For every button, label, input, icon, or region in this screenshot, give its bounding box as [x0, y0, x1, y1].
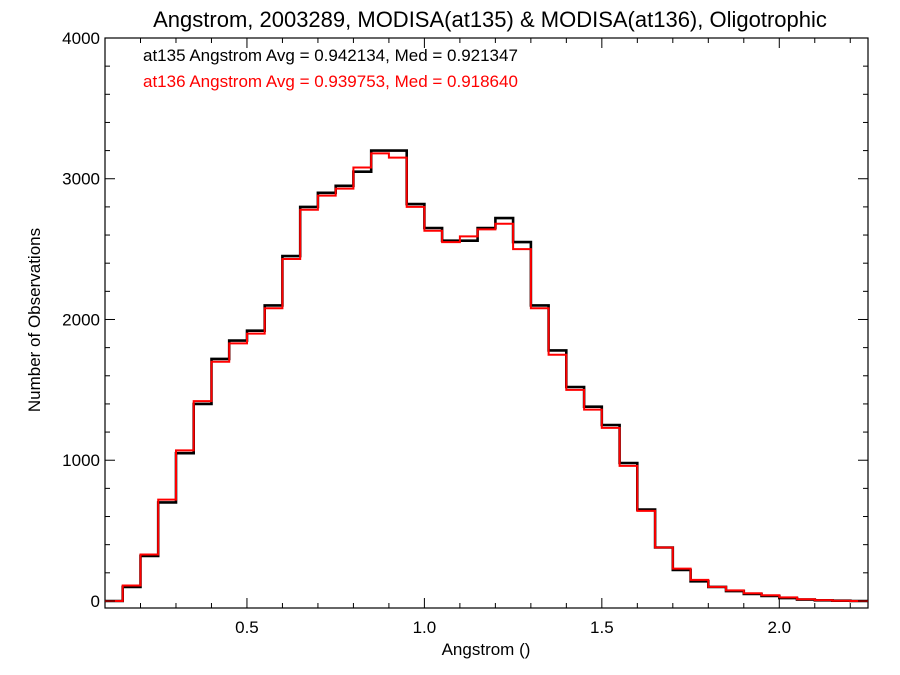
y-axis-ticks: 0 1000 2000 3000 4000 [62, 29, 868, 611]
y-tick-label: 1000 [62, 451, 100, 470]
x-axis-ticks: 0.5 1.0 1.5 2.0 [104, 38, 851, 637]
stats-annotation: at135 Angstrom Avg = 0.942134, Med = 0.9… [143, 46, 518, 65]
x-tick-label: 0.5 [235, 618, 259, 637]
plot-border [104, 37, 869, 609]
stats-annotations: at135 Angstrom Avg = 0.942134, Med = 0.9… [143, 46, 518, 91]
y-tick-label: 0 [91, 592, 100, 611]
chart-title: Angstrom, 2003289, MODISA(at135) & MODIS… [153, 7, 827, 32]
stats-annotation: at136 Angstrom Avg = 0.939753, Med = 0.9… [143, 72, 518, 91]
y-axis-label: Number of Observations [25, 228, 44, 412]
x-tick-label: 1.0 [413, 618, 437, 637]
x-axis-label: Angstrom () [442, 640, 531, 659]
plot-area [104, 37, 869, 609]
y-tick-label: 2000 [62, 310, 100, 329]
y-tick-label: 4000 [62, 29, 100, 48]
x-tick-label: 2.0 [767, 618, 791, 637]
y-tick-label: 3000 [62, 170, 100, 189]
series-line-2 [105, 152, 868, 602]
x-tick-label: 1.5 [590, 618, 614, 637]
series-layer [105, 149, 868, 603]
